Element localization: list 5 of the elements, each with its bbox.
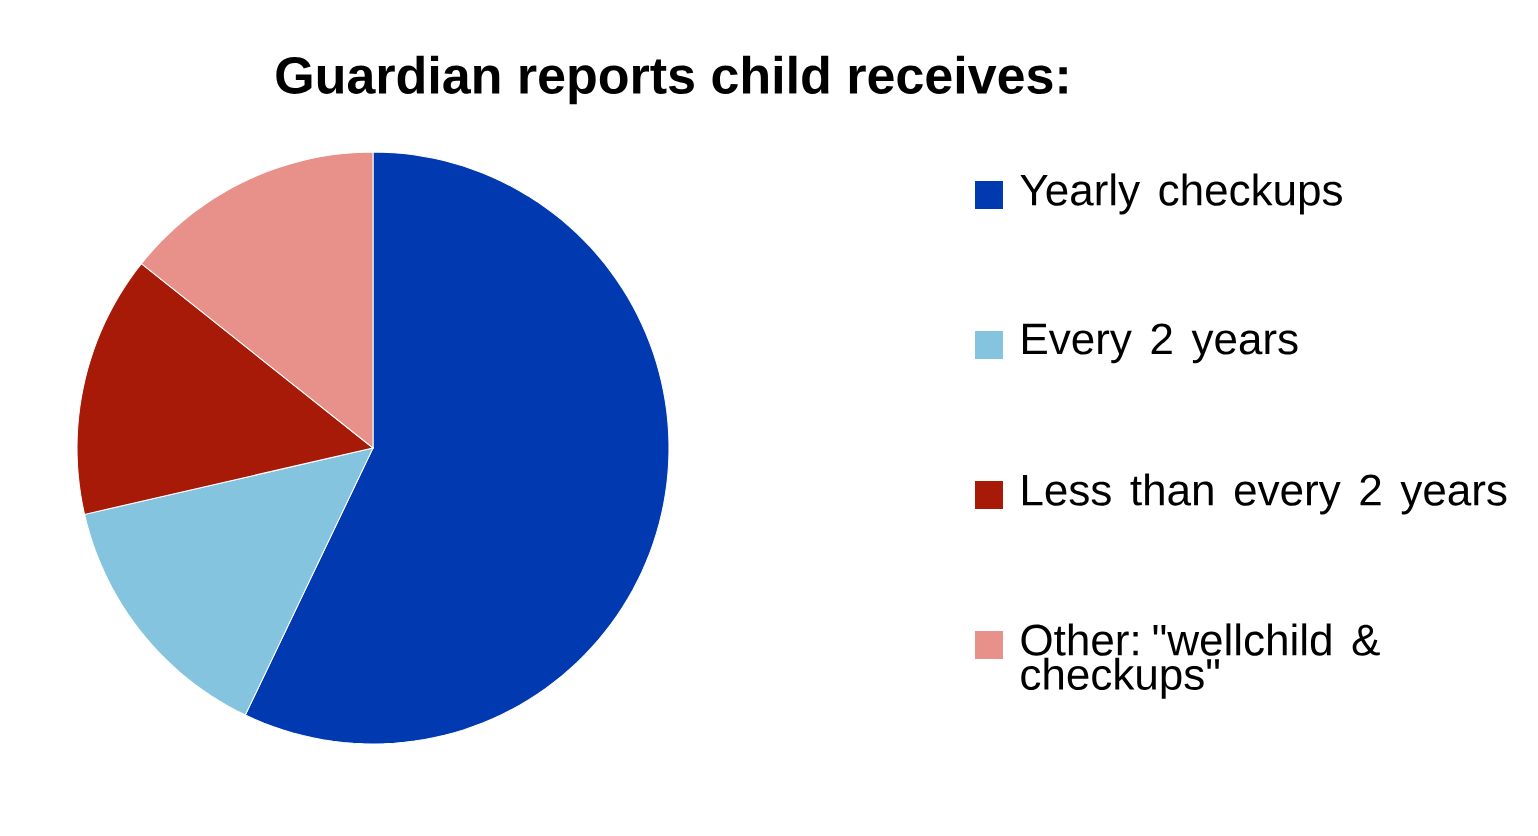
legend-label: Yearly checkups <box>1020 173 1342 215</box>
legend-label: Less than every 2 years <box>1023 473 1507 515</box>
legend-label: Every 2 years <box>1023 323 1298 364</box>
chart-title: Guardian reports child receives: <box>276 55 1067 105</box>
legend-label: Other: "wellchild & checkups" <box>1021 623 1380 699</box>
